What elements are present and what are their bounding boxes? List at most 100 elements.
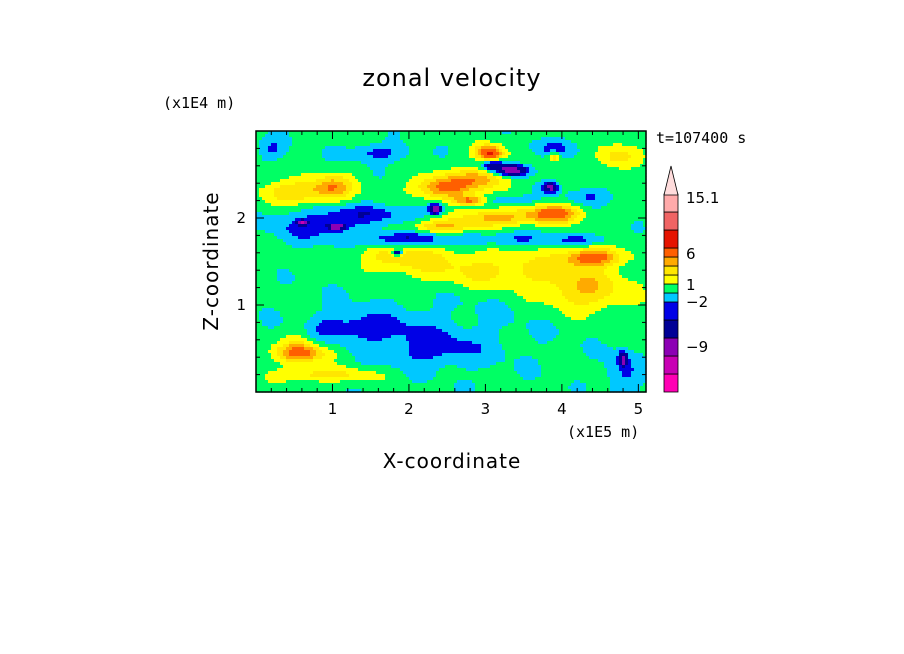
field-cell [442, 152, 446, 156]
field-cell [529, 233, 533, 237]
field-cell [295, 179, 299, 183]
field-cell [328, 167, 332, 171]
field-cell [313, 224, 317, 228]
field-cell [397, 230, 401, 234]
field-cell [364, 167, 368, 171]
field-cell [325, 143, 329, 147]
field-cell [409, 167, 413, 171]
field-cell [490, 161, 494, 165]
field-cell [538, 212, 542, 216]
field-cell [271, 203, 275, 207]
field-cell [538, 140, 542, 144]
field-cell [262, 224, 266, 228]
field-cell [565, 200, 569, 204]
field-cell [628, 131, 632, 135]
field-cell [415, 188, 419, 192]
field-cell [559, 191, 563, 195]
field-cell [550, 206, 554, 210]
field-cell [520, 158, 524, 162]
field-cell [445, 209, 449, 213]
field-cell [364, 239, 368, 243]
field-cell [304, 149, 308, 153]
field-cell [526, 137, 530, 141]
field-cell [493, 158, 497, 162]
field-cell [595, 212, 599, 216]
field-cell [406, 206, 410, 210]
field-cell [523, 230, 527, 234]
field-cell [505, 188, 509, 192]
field-cell [349, 155, 353, 159]
field-cell [571, 140, 575, 144]
field-cell [637, 188, 641, 192]
field-cell [550, 173, 554, 177]
field-cell [319, 140, 323, 144]
field-cell [568, 164, 572, 168]
field-cell [637, 233, 641, 237]
field-cell [529, 236, 533, 240]
field-cell [472, 164, 476, 168]
field-cell [382, 161, 386, 165]
field-cell [634, 230, 638, 234]
field-cell [292, 191, 296, 195]
field-cell [418, 194, 422, 198]
field-cell [619, 170, 623, 174]
field-cell [601, 173, 605, 177]
field-cell [394, 161, 398, 165]
field-cell [568, 194, 572, 198]
field-cell [382, 158, 386, 162]
field-cell [268, 176, 272, 180]
field-cell [556, 179, 560, 183]
field-cell [442, 182, 446, 186]
field-cell [550, 218, 554, 222]
field-cell [607, 197, 611, 201]
field-cell [403, 224, 407, 228]
field-cell [421, 236, 425, 240]
field-cell [586, 155, 590, 159]
field-cell [472, 206, 476, 210]
field-cell [565, 206, 569, 210]
field-cell [391, 182, 395, 186]
field-cell [394, 140, 398, 144]
field-cell [472, 134, 476, 138]
field-cell [304, 212, 308, 216]
field-cell [607, 164, 611, 168]
field-cell [580, 161, 584, 165]
field-cell [631, 239, 635, 243]
field-cell [280, 194, 284, 198]
field-cell [604, 224, 608, 228]
field-cell [271, 224, 275, 228]
field-cell [271, 146, 275, 150]
field-cell [568, 221, 572, 225]
field-cell [424, 242, 428, 246]
field-cell [541, 206, 545, 210]
field-cell [496, 221, 500, 225]
field-cell [280, 131, 284, 135]
field-cell [634, 179, 638, 183]
field-cell [376, 140, 380, 144]
field-cell [520, 242, 524, 246]
field-cell [589, 206, 593, 210]
field-cell [337, 224, 341, 228]
field-cell [574, 230, 578, 234]
field-cell [427, 155, 431, 159]
field-cell [622, 206, 626, 210]
field-cell [574, 182, 578, 186]
field-cell [364, 140, 368, 144]
field-cell [292, 239, 296, 243]
field-cell [610, 131, 614, 135]
field-cell [460, 164, 464, 168]
field-cell [580, 143, 584, 147]
field-cell [640, 242, 644, 246]
field-cell [358, 233, 362, 237]
field-cell [643, 200, 647, 204]
field-cell [598, 134, 602, 138]
field-cell [361, 194, 365, 198]
field-cell [433, 197, 437, 201]
field-cell [406, 230, 410, 234]
field-cell [340, 176, 344, 180]
field-cell [445, 221, 449, 225]
field-cell [331, 218, 335, 222]
field-cell [307, 131, 311, 135]
field-cell [388, 212, 392, 216]
field-cell [616, 218, 620, 222]
